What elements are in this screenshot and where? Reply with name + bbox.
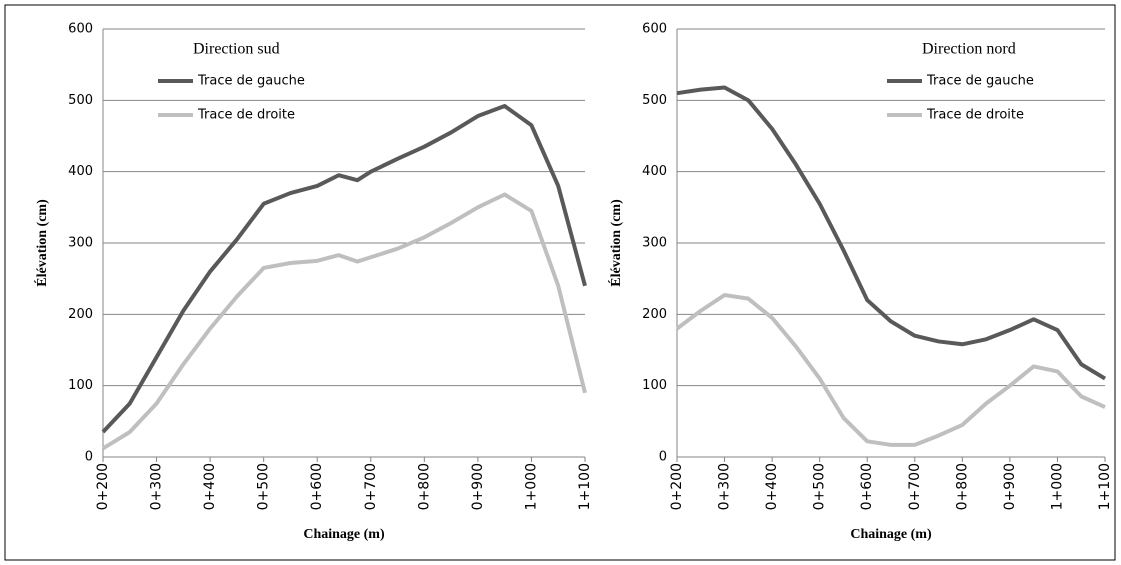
legend-label: Trace de droite — [926, 108, 1024, 123]
y-tick-label: 100 — [68, 378, 93, 393]
y-tick-label: 200 — [642, 307, 667, 322]
x-axis-label: Chainage (m) — [303, 527, 385, 542]
x-tick-label: 0+300 — [717, 463, 733, 510]
legend-label: Trace de gauche — [926, 74, 1034, 89]
x-tick-label: 0+400 — [764, 463, 780, 510]
y-tick-label: 400 — [68, 164, 93, 179]
x-tick-label: 0+700 — [363, 463, 379, 510]
data-line — [101, 104, 587, 434]
x-tick-label: 1+100 — [577, 463, 593, 510]
y-tick-label: 500 — [642, 93, 667, 108]
x-tick-label: 1+000 — [523, 463, 539, 510]
x-tick-label: 1+000 — [1049, 463, 1065, 510]
y-tick-label: 200 — [68, 307, 93, 322]
y-axis-label: Élévation (cm) — [33, 199, 50, 287]
y-tick-label: 300 — [68, 236, 93, 251]
x-tick-label: 0+200 — [95, 463, 111, 510]
y-tick-label: 600 — [642, 22, 667, 37]
legend-title: Direction sud — [193, 41, 280, 58]
x-tick-label: 0+600 — [859, 463, 875, 510]
x-tick-label: 0+500 — [256, 463, 272, 510]
x-tick-label: 0+900 — [1002, 463, 1018, 510]
data-line — [101, 192, 587, 451]
frame — [4, 4, 1116, 561]
legend-label: Trace de droite — [197, 108, 295, 123]
data-line — [676, 85, 1107, 381]
x-tick-label: 0+700 — [907, 463, 923, 510]
x-tick-label: 0+600 — [309, 463, 325, 510]
x-tick-label: 0+800 — [954, 463, 970, 510]
x-axis-label: Chainage (m) — [850, 527, 932, 542]
y-tick-label: 600 — [68, 22, 93, 37]
y-tick-label: 100 — [642, 378, 667, 393]
y-tick-label: 500 — [68, 93, 93, 108]
x-tick-label: 1+100 — [1097, 463, 1113, 510]
y-axis-label: Élévation (cm) — [607, 199, 624, 287]
x-tick-label: 0+800 — [416, 463, 432, 510]
y-tick-label: 300 — [642, 236, 667, 251]
y-tick-label: 0 — [85, 450, 93, 465]
y-tick-label: 0 — [659, 450, 667, 465]
legend-label: Trace de gauche — [197, 74, 305, 89]
data-line — [675, 293, 1106, 447]
x-tick-label: 0+300 — [149, 463, 165, 510]
x-tick-label: 0+400 — [202, 463, 218, 510]
x-tick-label: 0+900 — [470, 463, 486, 510]
y-tick-label: 400 — [642, 164, 667, 179]
legend-title: Direction nord — [922, 41, 1016, 58]
x-tick-label: 0+200 — [669, 463, 685, 510]
x-tick-label: 0+500 — [812, 463, 828, 510]
